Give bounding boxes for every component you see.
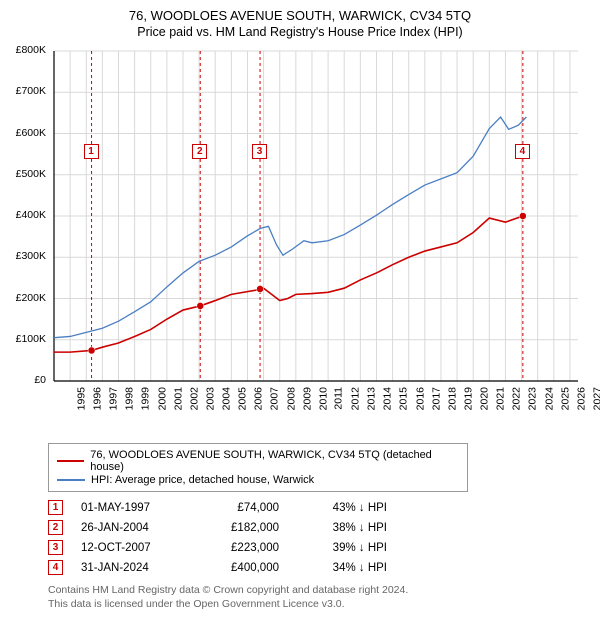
y-tick-label: £500K (10, 168, 46, 180)
chart-area: £0 £100K £200K £300K £400K £500K £600K £700K £80… (10, 45, 590, 435)
legend-swatch (57, 479, 85, 481)
event-price: £182,000 (199, 522, 279, 534)
event-pct: 43% ↓ HPI (297, 502, 387, 514)
chart-title-block: 76, WOODLOES AVENUE SOUTH, WARWICK, CV34… (10, 8, 590, 39)
x-tick-label: 1995 (75, 387, 87, 410)
event-price: £74,000 (199, 502, 279, 514)
event-price: £223,000 (199, 542, 279, 554)
event-marker-icon: 1 (48, 500, 63, 515)
x-tick-label: 2008 (285, 387, 297, 410)
x-tick-label: 2016 (414, 387, 426, 410)
legend-swatch (57, 460, 84, 462)
event-marker-icon: 4 (48, 560, 63, 575)
y-tick-label: £400K (10, 209, 46, 221)
x-tick-label: 2023 (527, 387, 539, 410)
y-tick-label: £700K (10, 85, 46, 97)
page-root: 76, WOODLOES AVENUE SOUTH, WARWICK, CV34… (0, 0, 600, 621)
event-price: £400,000 (199, 562, 279, 574)
chart-event-marker: 4 (515, 144, 530, 159)
x-tick-label: 2015 (398, 387, 410, 410)
x-tick-label: 2001 (172, 387, 184, 410)
x-tick-label: 2018 (446, 387, 458, 410)
x-tick-label: 2012 (349, 387, 361, 410)
x-tick-label: 2013 (366, 387, 378, 410)
chart-title: 76, WOODLOES AVENUE SOUTH, WARWICK, CV34… (10, 8, 590, 23)
chart-svg (10, 45, 590, 435)
legend-label: 76, WOODLOES AVENUE SOUTH, WARWICK, CV34… (90, 449, 459, 473)
chart-event-marker: 3 (252, 144, 267, 159)
x-tick-label: 2027 (591, 387, 600, 410)
event-row: 4 31-JAN-2024 £400,000 34% ↓ HPI (48, 560, 590, 575)
y-tick-label: £0 (10, 374, 46, 386)
x-tick-label: 1999 (140, 387, 152, 410)
event-pct: 34% ↓ HPI (297, 562, 387, 574)
event-row: 2 26-JAN-2004 £182,000 38% ↓ HPI (48, 520, 590, 535)
legend-row: 76, WOODLOES AVENUE SOUTH, WARWICK, CV34… (57, 449, 459, 473)
event-date: 01-MAY-1997 (81, 502, 181, 514)
event-date: 12-OCT-2007 (81, 542, 181, 554)
x-tick-label: 2010 (317, 387, 329, 410)
y-tick-label: £800K (10, 44, 46, 56)
event-date: 31-JAN-2024 (81, 562, 181, 574)
x-tick-label: 2017 (430, 387, 442, 410)
chart-event-marker: 2 (192, 144, 207, 159)
x-tick-label: 2000 (156, 387, 168, 410)
event-date: 26-JAN-2004 (81, 522, 181, 534)
y-tick-label: £200K (10, 292, 46, 304)
event-row: 1 01-MAY-1997 £74,000 43% ↓ HPI (48, 500, 590, 515)
y-tick-label: £100K (10, 333, 46, 345)
event-pct: 39% ↓ HPI (297, 542, 387, 554)
x-tick-label: 2011 (333, 387, 345, 410)
footer-line: This data is licensed under the Open Gov… (48, 597, 590, 611)
x-tick-label: 2022 (511, 387, 523, 410)
x-tick-label: 1996 (91, 387, 103, 410)
x-tick-label: 2007 (269, 387, 281, 410)
x-tick-label: 2002 (188, 387, 200, 410)
x-tick-label: 2006 (253, 387, 265, 410)
x-tick-label: 2025 (559, 387, 571, 410)
x-tick-label: 2026 (575, 387, 587, 410)
x-tick-label: 2021 (495, 387, 507, 410)
chart-subtitle: Price paid vs. HM Land Registry's House … (10, 25, 590, 39)
y-tick-label: £300K (10, 250, 46, 262)
x-tick-label: 2004 (220, 387, 232, 410)
legend: 76, WOODLOES AVENUE SOUTH, WARWICK, CV34… (48, 443, 468, 492)
footer-attribution: Contains HM Land Registry data © Crown c… (48, 583, 590, 611)
event-marker-icon: 2 (48, 520, 63, 535)
chart-event-marker: 1 (84, 144, 99, 159)
x-tick-label: 2020 (478, 387, 490, 410)
x-tick-label: 2003 (204, 387, 216, 410)
x-tick-label: 2019 (462, 387, 474, 410)
event-marker-icon: 3 (48, 540, 63, 555)
x-tick-label: 2024 (543, 387, 555, 410)
x-tick-label: 2005 (237, 387, 249, 410)
legend-label: HPI: Average price, detached house, Warw… (91, 474, 314, 486)
x-tick-label: 2014 (382, 387, 394, 410)
footer-line: Contains HM Land Registry data © Crown c… (48, 583, 590, 597)
y-tick-label: £600K (10, 127, 46, 139)
x-tick-label: 1998 (124, 387, 136, 410)
x-tick-label: 1997 (108, 387, 120, 410)
event-table: 1 01-MAY-1997 £74,000 43% ↓ HPI 2 26-JAN… (48, 500, 590, 575)
legend-row: HPI: Average price, detached house, Warw… (57, 474, 459, 486)
event-pct: 38% ↓ HPI (297, 522, 387, 534)
event-row: 3 12-OCT-2007 £223,000 39% ↓ HPI (48, 540, 590, 555)
x-tick-label: 2009 (301, 387, 313, 410)
